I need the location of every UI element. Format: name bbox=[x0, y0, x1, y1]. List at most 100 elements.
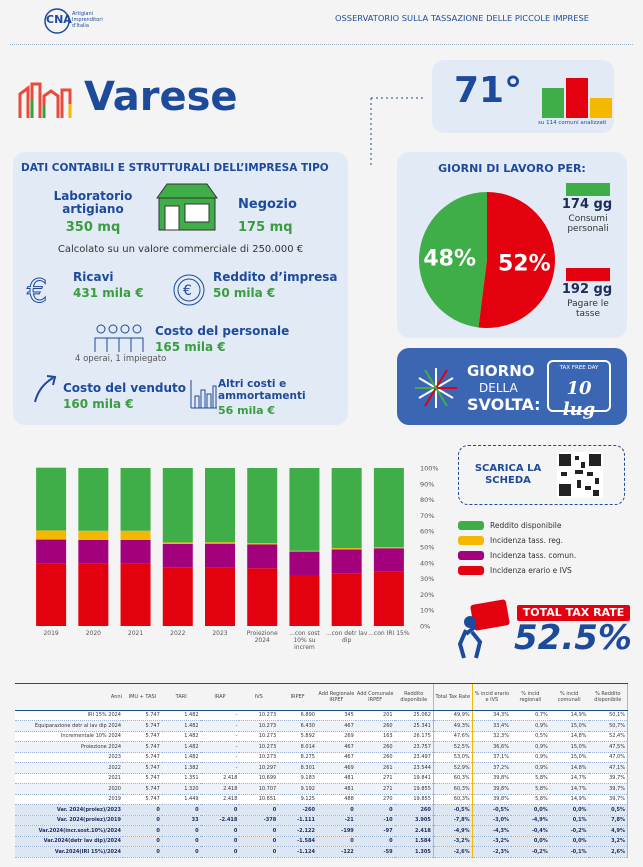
download-label[interactable]: SCARICA LA SCHEDA bbox=[474, 463, 542, 486]
logo-subtitle: Artigiani Imprenditori d'Italia bbox=[72, 11, 103, 29]
table-cell: 53,0% bbox=[432, 752, 473, 763]
table-cell: 8.301 bbox=[278, 762, 317, 774]
firework-icon bbox=[415, 368, 457, 408]
table-cell: -2.418 bbox=[200, 815, 240, 826]
table-cell: 0,0% bbox=[549, 804, 589, 816]
table-cell: 52,4% bbox=[588, 731, 628, 742]
people-icon bbox=[94, 324, 144, 352]
table-cell: -2,3% bbox=[472, 846, 511, 858]
bar-segment bbox=[289, 468, 320, 551]
city-name: Varese bbox=[84, 74, 238, 120]
qr-code[interactable] bbox=[557, 452, 603, 498]
slice-label: 52% bbox=[498, 251, 551, 276]
table-row: Incrementale 10% 2024 5.747 1.482-10.273 5.… bbox=[15, 731, 628, 742]
column-header: Total Tax Rate bbox=[432, 684, 473, 711]
table-cell: Proiezione 2024 bbox=[15, 741, 123, 753]
bar-segment bbox=[162, 468, 193, 543]
table-cell: 39,7% bbox=[588, 794, 628, 805]
table-cell: 260 bbox=[355, 720, 395, 732]
bar-segment bbox=[78, 530, 109, 540]
bar-segment bbox=[205, 543, 235, 568]
table-cell: 9.183 bbox=[278, 773, 317, 784]
legend-label: Pagare le tasse bbox=[567, 299, 609, 319]
other: 56 mila € bbox=[218, 404, 276, 417]
table-cell: 3,2% bbox=[588, 836, 628, 847]
y-tick-label: 100% bbox=[420, 465, 439, 473]
legend-item: Incidenza tass. reg. bbox=[458, 533, 628, 548]
rank-icon-bar bbox=[590, 98, 612, 118]
table-cell: -4,3% bbox=[472, 825, 511, 837]
column-header: Reddito disponibile bbox=[394, 684, 434, 711]
download-box[interactable]: SCARICA LA SCHEDA bbox=[458, 445, 625, 505]
bar-segment bbox=[289, 574, 320, 626]
column-header: IMU + TASI bbox=[123, 684, 162, 711]
x-tick-label: 2023 bbox=[212, 630, 228, 637]
tax-free-panel: GIORNO DELLA SVOLTA: TAX FREE DAY 10 lug bbox=[397, 348, 627, 425]
table-cell: 5.747 bbox=[123, 794, 162, 805]
table-cell: 0 bbox=[161, 846, 201, 858]
table-cell: 5.747 bbox=[123, 720, 162, 732]
column-header: Anni bbox=[15, 684, 123, 711]
table-cell: 0,1% bbox=[549, 815, 589, 826]
lab-area: 350 mq bbox=[65, 220, 121, 235]
bar-segment bbox=[247, 543, 278, 545]
table-cell: 39,8% bbox=[472, 783, 511, 795]
column-header: IVS bbox=[239, 684, 279, 711]
table-cell: 8.275 bbox=[278, 752, 317, 763]
building-icon bbox=[156, 183, 218, 231]
table-cell: 0,9% bbox=[510, 762, 550, 774]
pie-chart: 48% 52% bbox=[418, 192, 555, 328]
table-cell: 1.482 bbox=[161, 710, 201, 721]
table-cell: 0 bbox=[123, 846, 162, 858]
table-cell: 0,0% bbox=[549, 836, 589, 847]
day-count: 174 gg bbox=[561, 197, 613, 212]
value-note: Calcolato su un valore commerciale di 25… bbox=[57, 244, 304, 255]
column-header: % Reddito disponibile bbox=[588, 684, 628, 711]
table-cell: 14,9% bbox=[549, 794, 589, 805]
column-header: TARI bbox=[161, 684, 201, 711]
svg-text:€: € bbox=[27, 274, 47, 310]
table-cell: Incrementale 10% 2024 bbox=[15, 731, 123, 742]
table-cell: 163 bbox=[355, 731, 395, 742]
table-cell: -0,2% bbox=[510, 846, 550, 858]
table-cell: 345 bbox=[316, 710, 356, 721]
bar-segment bbox=[331, 573, 362, 626]
logo-mark bbox=[44, 8, 70, 34]
table-cell: 0 bbox=[161, 804, 201, 816]
table-cell: 10.273 bbox=[239, 752, 279, 763]
x-tick-label: 2021 bbox=[127, 630, 144, 637]
bar-segment bbox=[36, 563, 67, 626]
table-cell: Var. 2024(proiez)/2023 bbox=[15, 804, 123, 816]
table-cell: 25.062 bbox=[394, 710, 434, 721]
table-cell: 2021 bbox=[15, 773, 123, 784]
table-cell: -378 bbox=[239, 815, 279, 826]
table-cell: 39,7% bbox=[588, 773, 628, 784]
table-cell: 0 bbox=[200, 836, 240, 847]
table-cell: 6.430 bbox=[278, 720, 317, 732]
workdays-panel: GIORNI DI LAVORO PER: 48% 52% 174 gg Consu… bbox=[397, 152, 627, 338]
column-header: % incid erario e IVS bbox=[472, 684, 511, 711]
column-header: IRPEF bbox=[278, 684, 317, 711]
staff: 165 mila € bbox=[155, 340, 226, 354]
table-cell: 4,9% bbox=[588, 825, 628, 837]
table-row: 2023 5.747 1.482-10.273 8.275 467 260 23.497 53… bbox=[15, 752, 628, 763]
table-cell: 25.341 bbox=[394, 720, 434, 732]
table-cell: 0 bbox=[239, 836, 279, 847]
table-cell: 7,8% bbox=[588, 815, 628, 826]
legend-label: Incidenza tass. reg. bbox=[490, 536, 564, 545]
table-cell: -0,5% bbox=[472, 804, 511, 816]
table-row: 2020 5.747 1.320 2.418 10.707 9.192 481 271 19.8… bbox=[15, 783, 628, 795]
table-cell: 23.757 bbox=[394, 741, 434, 753]
table-cell: 2.418 bbox=[200, 783, 240, 795]
y-tick-label: 0% bbox=[420, 623, 430, 631]
table-cell: 60,3% bbox=[432, 783, 473, 795]
table-cell: 52,9% bbox=[432, 762, 473, 774]
pie-slice bbox=[478, 192, 555, 328]
bar-segment bbox=[120, 530, 151, 540]
bar-segment bbox=[36, 539, 67, 564]
table-cell: 2020 bbox=[15, 783, 123, 795]
table-cell: 47,1% bbox=[588, 762, 628, 774]
table-cell: 10.273 bbox=[239, 720, 279, 732]
tax-burden-icon bbox=[457, 599, 510, 659]
slice-label: 48% bbox=[423, 247, 476, 272]
